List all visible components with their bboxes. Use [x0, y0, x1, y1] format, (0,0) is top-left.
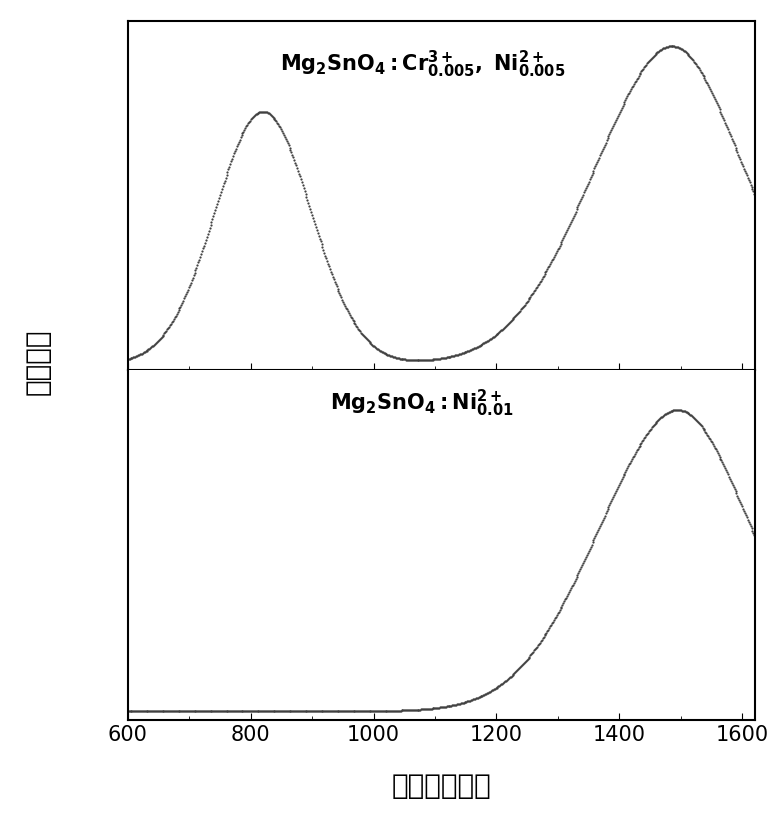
Text: $\mathbf{Mg_2SnO_4:Ni^{2+}_{0.01}}$: $\mathbf{Mg_2SnO_4:Ni^{2+}_{0.01}}$: [330, 388, 514, 419]
Text: 波长（纳米）: 波长（纳米）: [392, 772, 491, 800]
Text: 相对强度: 相对强度: [23, 329, 51, 395]
Text: $\mathbf{Mg_2SnO_4:Cr^{3+}_{0.005},\ Ni^{2+}_{0.005}}$: $\mathbf{Mg_2SnO_4:Cr^{3+}_{0.005},\ Ni^…: [279, 49, 565, 80]
